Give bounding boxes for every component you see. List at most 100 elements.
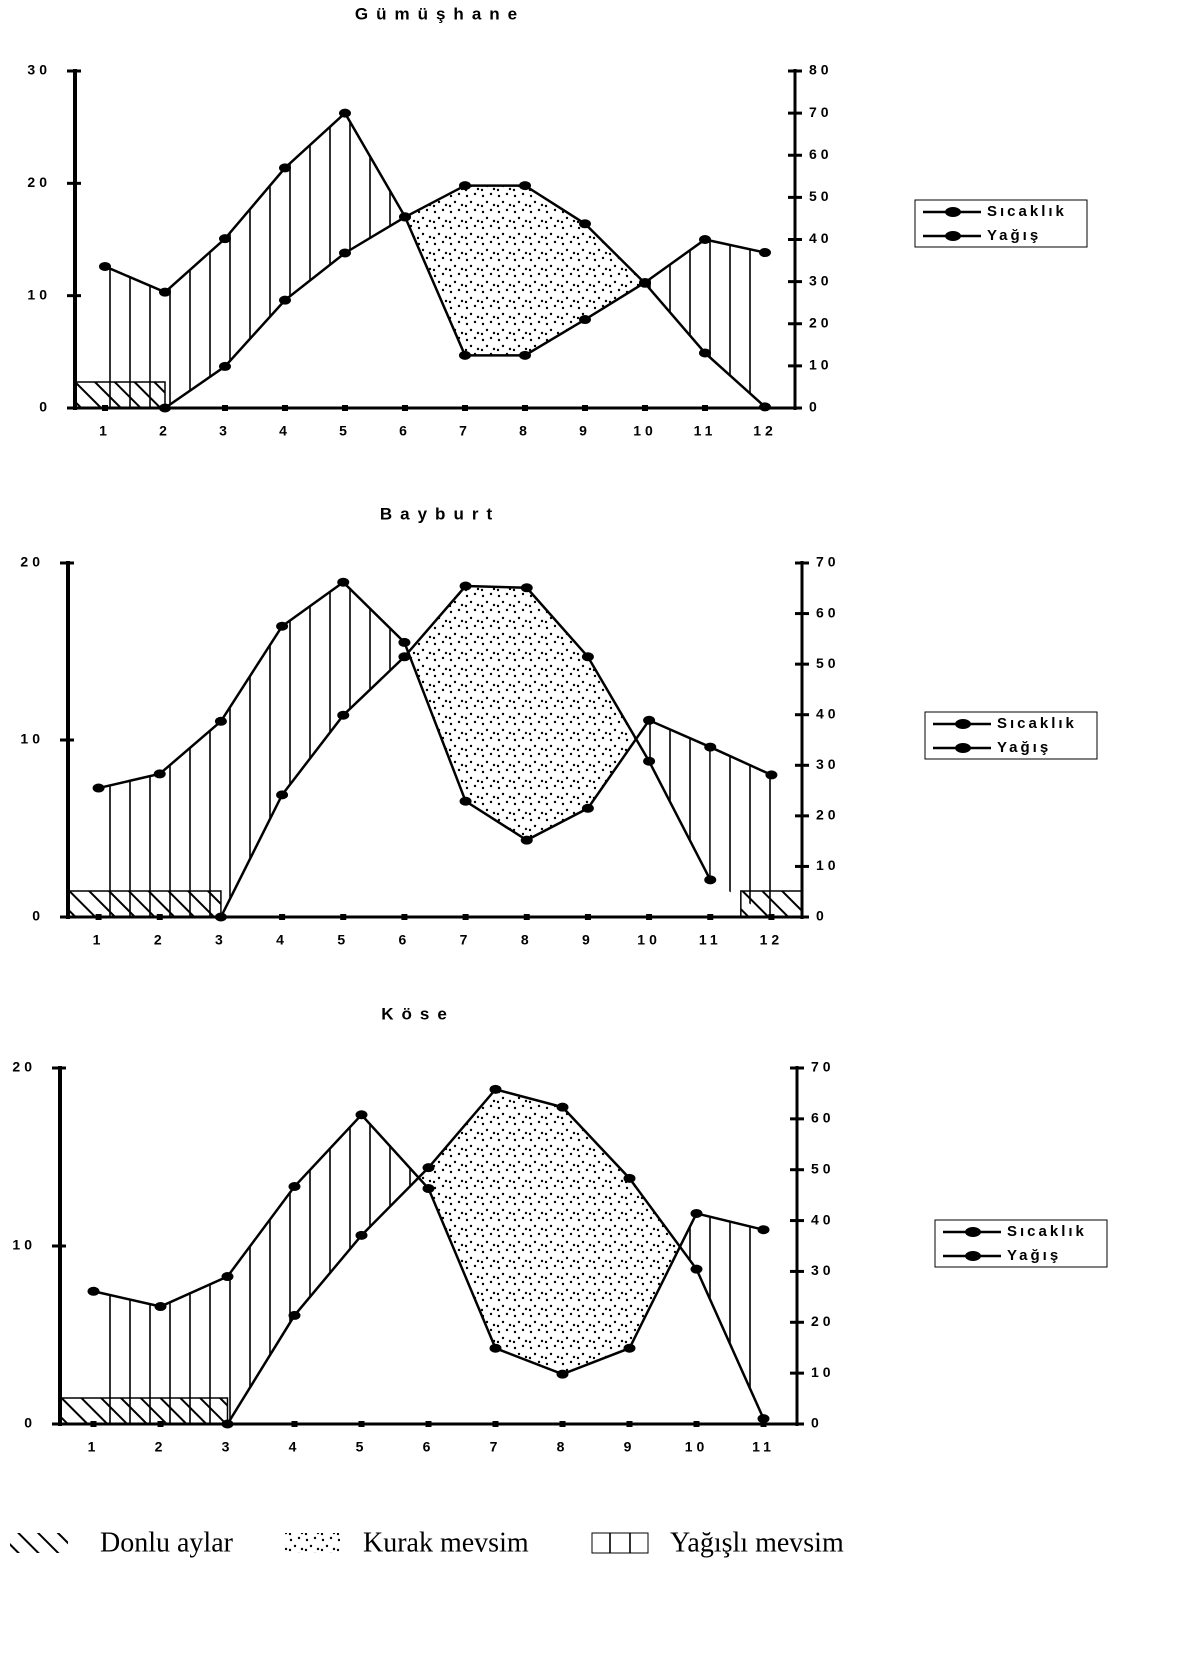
x-tick — [342, 405, 348, 411]
chart-title: Köse — [381, 1004, 455, 1023]
wet-season-area — [645, 239, 705, 353]
y2-tick-label: 0 — [816, 908, 828, 924]
x-tick — [582, 405, 588, 411]
wet-season-area — [696, 1213, 764, 1419]
data-point — [690, 1208, 703, 1218]
data-point — [337, 577, 350, 587]
x-tick-label: 3 — [219, 423, 231, 439]
y-tick-label: 30 — [27, 62, 51, 78]
data-point — [489, 1343, 502, 1353]
x-tick — [768, 914, 775, 920]
data-point — [214, 912, 227, 922]
data-point — [489, 1084, 502, 1094]
x-tick — [693, 1421, 700, 1427]
x-tick — [156, 914, 163, 920]
data-point — [519, 350, 531, 360]
data-point — [399, 212, 411, 222]
y2-tick-label: 20 — [816, 807, 840, 823]
data-point — [759, 402, 771, 412]
frost-area — [67, 890, 222, 918]
x-tick-label: 8 — [519, 423, 531, 439]
data-point — [459, 581, 472, 591]
data-point — [214, 716, 227, 726]
dry-season-area — [465, 586, 527, 841]
y-tick-label: 10 — [12, 1237, 36, 1253]
wet-season-area — [710, 747, 772, 917]
x-tick-label: 12 — [753, 423, 777, 439]
x-tick — [291, 1421, 298, 1427]
frost-swatch — [10, 1533, 68, 1553]
wet-season-area — [343, 582, 405, 716]
x-tick-label: 2 — [154, 932, 166, 948]
data-point — [757, 1414, 770, 1424]
data-point — [759, 248, 771, 258]
y-tick-label: 20 — [20, 554, 44, 570]
y2-tick-label: 70 — [809, 104, 833, 120]
x-tick — [102, 405, 108, 411]
x-tick-label: 1 — [88, 1439, 100, 1455]
x-tick — [760, 1421, 767, 1427]
wet-season-area — [282, 582, 344, 795]
legend-marker — [965, 1227, 981, 1237]
x-tick — [358, 1421, 365, 1427]
x-tick-label: 11 — [752, 1439, 775, 1455]
x-tick — [157, 1421, 164, 1427]
x-tick-label: 2 — [155, 1439, 167, 1455]
wet-season-area — [705, 239, 765, 407]
data-point — [355, 1230, 368, 1240]
data-point — [643, 715, 656, 725]
data-point — [398, 652, 411, 662]
data-point — [153, 769, 166, 779]
data-point — [87, 1286, 100, 1296]
x-tick-label: 4 — [276, 932, 288, 948]
dry-season-area — [428, 1089, 496, 1349]
data-point — [459, 796, 472, 806]
y2-tick-label: 40 — [809, 230, 833, 246]
wet-season-area — [159, 721, 221, 917]
y-tick-label: 20 — [12, 1059, 36, 1075]
y2-tick-label: 40 — [811, 1211, 835, 1227]
dry-season-area — [465, 185, 525, 356]
y2-tick-label: 10 — [809, 357, 833, 373]
data-point — [579, 315, 591, 325]
legend-label: Sıcaklık — [1007, 1223, 1087, 1240]
data-point — [154, 1302, 167, 1312]
frost-area — [740, 890, 803, 918]
x-tick-label: 9 — [624, 1439, 636, 1455]
legend-box — [924, 711, 1098, 760]
wet-season-area — [649, 720, 711, 880]
y2-tick-label: 60 — [809, 146, 833, 162]
data-point — [159, 287, 171, 297]
x-tick — [340, 914, 347, 920]
y2-tick-label: 10 — [816, 857, 840, 873]
data-point — [221, 1272, 234, 1282]
x-tick — [222, 405, 228, 411]
data-point — [459, 181, 471, 191]
dry-season-area — [526, 587, 588, 841]
x-tick — [279, 914, 286, 920]
dry-season-area — [408, 586, 466, 802]
y2-tick-label: 50 — [809, 188, 833, 204]
chart-title: Gümüşhane — [355, 4, 525, 23]
wet-season-area — [345, 113, 405, 253]
y2-tick-label: 20 — [811, 1313, 835, 1329]
dry-season-area — [585, 223, 645, 320]
frost-area — [74, 381, 166, 409]
y2-tick-label: 60 — [816, 604, 840, 620]
x-tick-label: 5 — [337, 932, 349, 948]
legend-box — [914, 199, 1088, 248]
y2-tick-label: 0 — [811, 1415, 823, 1431]
x-tick-label: 2 — [159, 423, 171, 439]
x-tick-label: 11 — [699, 932, 722, 948]
dry-season-area — [418, 1167, 429, 1189]
y2-tick-label: 70 — [811, 1059, 835, 1075]
data-point — [92, 783, 105, 793]
data-point — [279, 295, 291, 305]
wet-season-area — [285, 113, 345, 301]
data-point — [581, 652, 594, 662]
series-line — [98, 580, 772, 842]
x-tick-label: 9 — [582, 932, 594, 948]
dry-swatch — [285, 1533, 340, 1553]
data-point — [279, 163, 291, 173]
data-point — [288, 1181, 301, 1191]
